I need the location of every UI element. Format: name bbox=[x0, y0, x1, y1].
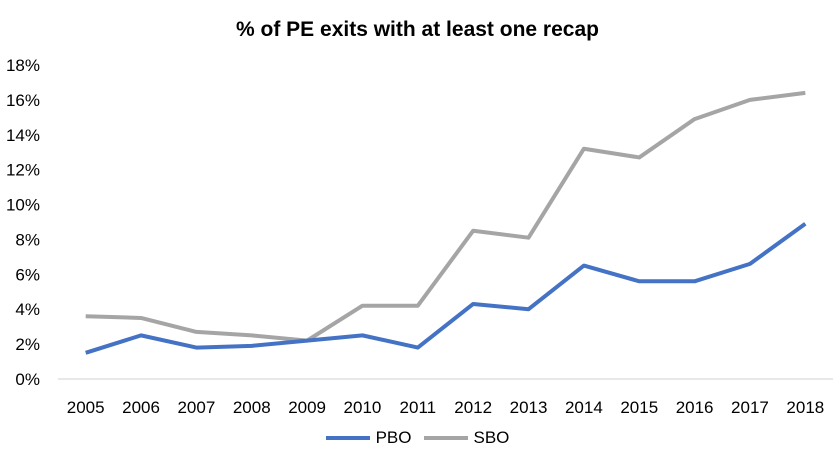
y-tick-label: 18% bbox=[6, 56, 40, 75]
series-line-sbo bbox=[85, 90, 806, 343]
chart-title: % of PE exits with at least one recap bbox=[236, 18, 599, 41]
x-tick-label: 2010 bbox=[344, 398, 382, 417]
y-tick-label: 2% bbox=[15, 335, 40, 354]
y-tick-label: 14% bbox=[6, 126, 40, 145]
y-axis-ticks: 0% 2% 4% 6% 8% 10% 12% 14% 16% 18% bbox=[6, 56, 40, 389]
series-lines bbox=[85, 90, 807, 355]
y-tick-label: 0% bbox=[15, 370, 40, 389]
legend-item-pbo: PBO bbox=[325, 428, 412, 448]
legend: PBO SBO bbox=[0, 425, 835, 448]
y-tick-label: 16% bbox=[6, 91, 40, 110]
series-line-pbo bbox=[85, 222, 807, 355]
legend-swatch bbox=[423, 436, 468, 440]
x-tick-label: 2013 bbox=[510, 398, 548, 417]
y-tick-label: 10% bbox=[6, 196, 40, 215]
x-tick-label: 2011 bbox=[400, 398, 437, 417]
x-tick-label: 2008 bbox=[233, 398, 271, 417]
x-tick-label: 2015 bbox=[620, 398, 658, 417]
x-tick-label: 2007 bbox=[177, 398, 215, 417]
y-tick-label: 8% bbox=[15, 230, 40, 249]
y-tick-label: 6% bbox=[15, 265, 40, 284]
x-tick-label: 2012 bbox=[454, 398, 492, 417]
y-tick-label: 4% bbox=[15, 300, 40, 319]
x-tick-label: 2014 bbox=[565, 398, 603, 417]
x-tick-label: 2017 bbox=[731, 398, 769, 417]
legend-label: SBO bbox=[473, 428, 510, 447]
x-tick-label: 2009 bbox=[288, 398, 326, 417]
x-axis-ticks: 2005 2006 2007 2008 2009 2010 2011 2012 2013 2014… bbox=[67, 398, 824, 417]
legend-label: PBO bbox=[375, 428, 412, 447]
legend-swatch bbox=[325, 436, 370, 440]
x-tick-label: 2018 bbox=[786, 398, 824, 417]
x-tick-label: 2005 bbox=[67, 398, 105, 417]
x-tick-label: 2016 bbox=[676, 398, 714, 417]
legend-item-sbo: SBO bbox=[423, 428, 510, 448]
y-tick-label: 12% bbox=[6, 161, 40, 180]
x-tick-label: 2006 bbox=[122, 398, 160, 417]
